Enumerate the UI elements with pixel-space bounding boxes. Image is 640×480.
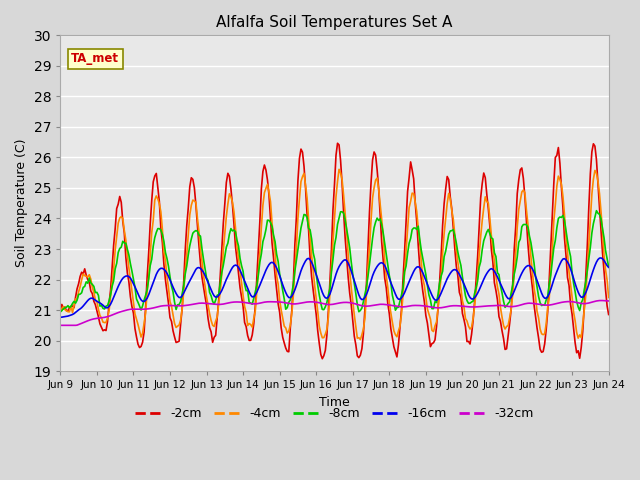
-32cm <box>369 302 376 308</box>
Legend: -2cm, -4cm, -8cm, -16cm, -32cm: -2cm, -4cm, -8cm, -16cm, -32cm <box>131 402 539 425</box>
-32cm <box>538 302 545 308</box>
-32cm <box>597 298 605 303</box>
-2cm <box>72 294 79 300</box>
-8cm <box>605 264 612 270</box>
-16cm <box>56 314 64 320</box>
-16cm <box>159 265 166 271</box>
-4cm <box>159 227 166 232</box>
-4cm <box>335 167 343 172</box>
-32cm <box>387 302 395 308</box>
-4cm <box>356 336 364 342</box>
-2cm <box>319 356 326 361</box>
-8cm <box>387 280 395 286</box>
-4cm <box>72 296 79 302</box>
-4cm <box>541 331 548 337</box>
X-axis label: Time: Time <box>319 396 350 408</box>
-32cm <box>72 323 79 328</box>
-16cm <box>597 255 605 261</box>
-32cm <box>56 323 64 328</box>
-16cm <box>605 264 612 270</box>
-8cm <box>538 303 545 309</box>
-16cm <box>387 280 395 286</box>
-8cm <box>399 285 407 291</box>
Title: Alfalfa Soil Temperatures Set A: Alfalfa Soil Temperatures Set A <box>216 15 452 30</box>
-4cm <box>390 328 397 334</box>
Line: -16cm: -16cm <box>60 258 609 317</box>
-2cm <box>56 307 64 312</box>
-2cm <box>541 341 548 347</box>
-16cm <box>72 310 79 315</box>
Line: -8cm: -8cm <box>60 211 609 312</box>
-8cm <box>56 309 64 315</box>
Y-axis label: Soil Temperature (C): Soil Temperature (C) <box>15 139 28 267</box>
-32cm <box>159 303 166 309</box>
-2cm <box>372 152 380 158</box>
-2cm <box>390 344 397 349</box>
-4cm <box>605 295 612 300</box>
-16cm <box>369 273 376 279</box>
Line: -2cm: -2cm <box>60 143 609 359</box>
-4cm <box>56 308 64 314</box>
Line: -32cm: -32cm <box>60 300 609 325</box>
Text: TA_met: TA_met <box>71 52 119 65</box>
-16cm <box>399 293 407 299</box>
-2cm <box>333 140 341 146</box>
-16cm <box>538 290 545 296</box>
-8cm <box>72 300 79 306</box>
Line: -4cm: -4cm <box>60 169 609 339</box>
-8cm <box>369 235 376 241</box>
-4cm <box>372 177 380 183</box>
-32cm <box>605 298 612 304</box>
-8cm <box>593 208 600 214</box>
-32cm <box>399 304 407 310</box>
-2cm <box>402 218 410 224</box>
-8cm <box>159 231 166 237</box>
-4cm <box>402 248 410 253</box>
-2cm <box>605 312 612 317</box>
-2cm <box>159 240 166 245</box>
